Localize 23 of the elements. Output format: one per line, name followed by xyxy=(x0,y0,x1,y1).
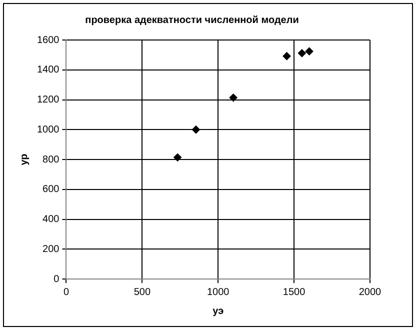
y-tick-label: 1200 xyxy=(36,94,60,106)
y-tick-label: 200 xyxy=(42,244,60,255)
y-tick-label: 1600 xyxy=(36,34,60,46)
y-tick-label: 1400 xyxy=(36,64,60,76)
point xyxy=(282,52,291,60)
x-tick-label: 0 xyxy=(63,286,70,298)
chart-title: проверка адекватности численной модели xyxy=(85,14,299,26)
y-tick-label: 1000 xyxy=(36,124,60,136)
point xyxy=(298,49,306,58)
y-tick-label: 600 xyxy=(42,184,60,196)
y-tick-label: 800 xyxy=(42,154,60,166)
y-axis-title: ур xyxy=(18,154,30,166)
x-tick-label: 2000 xyxy=(358,286,382,298)
point xyxy=(192,126,200,134)
point xyxy=(305,47,314,56)
x-tick-label: 1500 xyxy=(282,286,306,298)
point xyxy=(174,153,182,162)
y-tick-label: 400 xyxy=(42,214,60,225)
x-axis-title: уэ xyxy=(212,306,224,317)
y-tick-label: 0 xyxy=(54,274,60,285)
x-tick-label: 1000 xyxy=(207,286,230,298)
x-tick-label: 500 xyxy=(134,286,151,298)
point xyxy=(229,94,238,102)
